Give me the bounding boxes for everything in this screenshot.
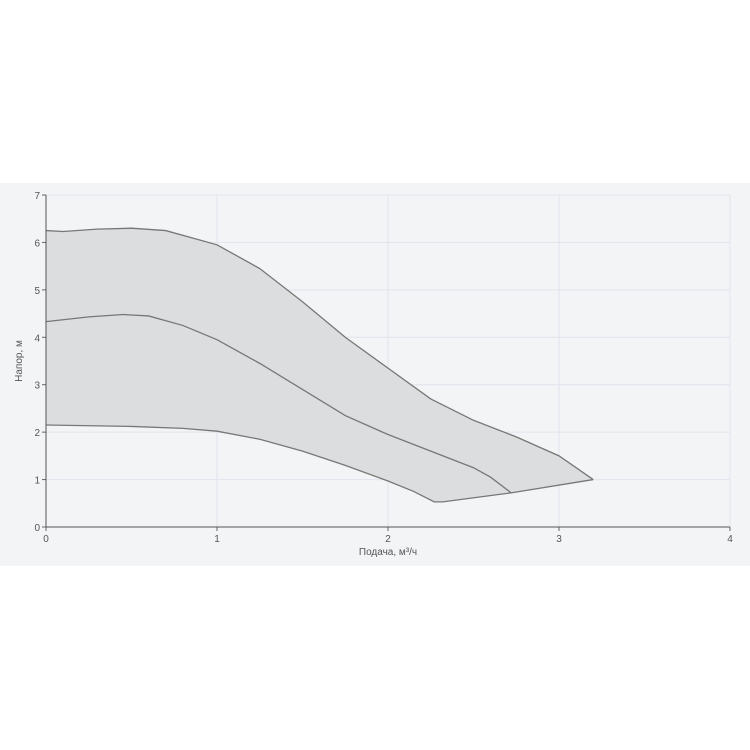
y-tick-label: 6 <box>34 238 40 249</box>
min-speed-curve <box>45 424 443 503</box>
y-tick-label: 1 <box>34 476 40 487</box>
max-speed-curve <box>45 227 594 481</box>
y-tick-label: 2 <box>34 428 40 439</box>
x-tick-label: 1 <box>214 534 220 545</box>
mid-speed-curve <box>45 313 512 494</box>
end-of-curve-line <box>442 478 594 503</box>
y-tick-label: 4 <box>34 333 40 344</box>
y-axis-label: Напор, м <box>14 340 25 382</box>
y-tick-label: 0 <box>34 523 40 534</box>
x-tick-label: 4 <box>727 534 733 545</box>
x-tick-label: 0 <box>43 534 49 545</box>
x-axis-label: Подача, м³/ч <box>359 547 417 558</box>
x-tick-label: 3 <box>556 534 562 545</box>
y-tick-label: 3 <box>34 381 40 392</box>
x-tick-label: 2 <box>385 534 391 545</box>
operating-area <box>46 228 594 502</box>
y-tick-label: 7 <box>34 191 40 202</box>
y-tick-label: 5 <box>34 286 40 297</box>
